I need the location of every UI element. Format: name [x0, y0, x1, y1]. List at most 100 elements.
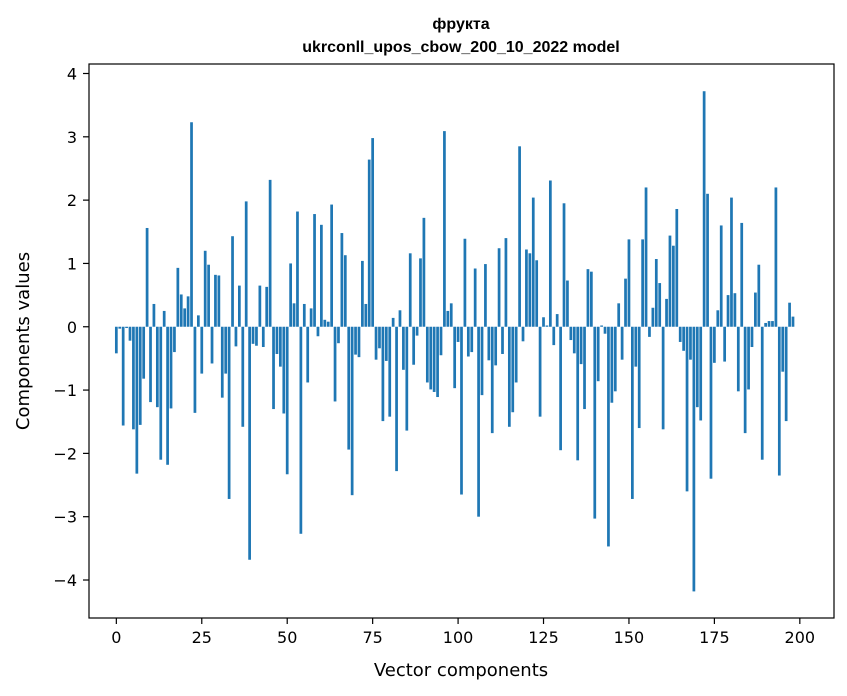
bar	[292, 303, 296, 327]
bar	[784, 326, 788, 422]
bar	[754, 292, 757, 327]
bar	[562, 203, 566, 327]
bar	[641, 239, 644, 327]
y-tick-label: 0	[67, 318, 77, 337]
bar	[521, 326, 525, 342]
bar	[726, 295, 730, 327]
bar	[190, 122, 193, 327]
bar	[289, 263, 292, 327]
bar	[248, 326, 251, 560]
bar	[125, 326, 128, 329]
bar	[320, 224, 323, 327]
bar	[456, 326, 460, 342]
bar	[347, 326, 351, 450]
bar	[302, 303, 306, 327]
bar	[624, 278, 627, 327]
bar	[439, 326, 443, 356]
x-tick-label: 175	[699, 628, 730, 647]
bar	[398, 310, 402, 327]
bar	[607, 326, 610, 547]
bar	[733, 293, 737, 327]
bar	[395, 326, 398, 472]
bar	[449, 303, 453, 327]
bar	[631, 326, 634, 499]
bar	[788, 302, 791, 327]
bar	[429, 326, 433, 390]
bar	[559, 326, 562, 451]
bar	[723, 326, 727, 362]
bar	[176, 267, 180, 327]
bar	[412, 326, 416, 365]
bar	[713, 326, 716, 363]
bar	[743, 326, 747, 434]
x-tick-label: 0	[111, 628, 121, 647]
bar	[255, 326, 258, 346]
bar	[405, 326, 409, 431]
bar	[337, 326, 340, 344]
bar	[583, 326, 586, 410]
bar	[132, 326, 135, 430]
x-tick-label: 25	[192, 628, 212, 647]
bar	[238, 285, 241, 327]
bar	[648, 326, 651, 337]
y-tick-label: 4	[67, 64, 77, 83]
bar	[432, 326, 436, 392]
bar	[552, 326, 556, 346]
bar	[480, 326, 484, 396]
bar	[388, 326, 392, 417]
bar	[227, 326, 231, 499]
bar	[702, 91, 706, 327]
bar	[333, 326, 337, 402]
bar	[494, 326, 498, 366]
bar	[367, 159, 371, 327]
bar	[357, 326, 361, 358]
bar	[542, 317, 545, 327]
x-tick-label: 75	[362, 628, 382, 647]
bar	[593, 326, 597, 519]
bar	[258, 285, 262, 327]
bar	[634, 326, 638, 367]
bar	[535, 260, 539, 327]
bar	[279, 326, 282, 367]
bar	[272, 326, 275, 410]
bar	[121, 326, 125, 426]
chart-subtitle: ukrconll_upos_cbow_200_10_2022 model	[302, 39, 619, 56]
bar	[470, 326, 474, 353]
bar	[501, 326, 504, 354]
x-tick-label: 125	[528, 628, 559, 647]
bar	[572, 326, 576, 354]
bar	[330, 204, 333, 327]
bar	[200, 326, 204, 374]
bar	[661, 326, 665, 430]
bar	[777, 326, 781, 476]
x-tick-label: 150	[614, 628, 645, 647]
bar	[747, 326, 750, 390]
bar	[138, 326, 142, 425]
bar	[196, 315, 200, 327]
bar	[350, 326, 354, 496]
y-tick-label: −1	[53, 381, 77, 400]
bar	[114, 326, 118, 354]
bar	[736, 326, 740, 392]
bar	[617, 303, 621, 327]
bar	[518, 146, 521, 327]
bar	[326, 321, 330, 327]
bar	[149, 326, 152, 403]
bar	[528, 253, 532, 327]
bar	[695, 326, 699, 408]
bar	[689, 326, 692, 360]
bar	[654, 259, 658, 327]
bar	[419, 258, 422, 327]
bar	[490, 326, 494, 434]
bar	[610, 326, 614, 403]
plot-frame	[88, 63, 835, 619]
y-tick-label: 2	[67, 191, 77, 210]
bar	[699, 326, 703, 421]
bar	[361, 260, 364, 327]
y-tick-label: −3	[53, 508, 77, 527]
y-tick-label: −2	[53, 444, 77, 463]
bar	[354, 326, 357, 355]
bar	[343, 255, 347, 327]
bar	[220, 326, 224, 398]
bar	[374, 326, 378, 360]
